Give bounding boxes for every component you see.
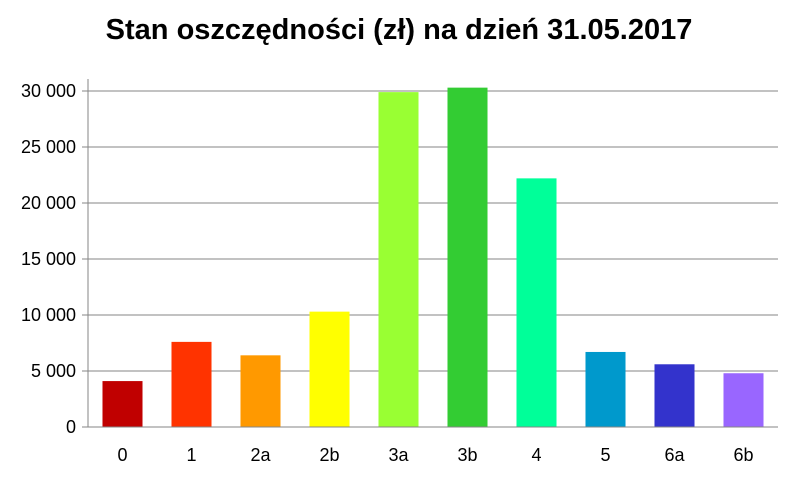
bars (102, 87, 764, 428)
y-tick-label: 0 (66, 417, 76, 437)
bar-6b (723, 373, 764, 427)
bar-2a (240, 355, 281, 427)
x-tick-label: 0 (117, 445, 127, 465)
bar-6a (654, 364, 695, 427)
x-tick-labels: 0 1 2a 2b 3a 3b 4 5 6a 6b (117, 445, 753, 465)
x-tick-label: 6a (664, 445, 685, 465)
y-tick-label: 15 000 (21, 249, 76, 269)
bar-4 (516, 178, 557, 427)
bar-3a (378, 92, 419, 428)
x-tick-label: 6b (733, 445, 753, 465)
bar-1 (171, 341, 212, 427)
y-tick-label: 30 000 (21, 81, 76, 101)
bar-3b (447, 87, 488, 427)
y-tick-label: 10 000 (21, 305, 76, 325)
chart-title: Stan oszczędności (zł) na dzień 31.05.20… (105, 14, 693, 46)
x-tick-label: 3b (457, 445, 477, 465)
bar-5 (585, 351, 626, 427)
y-tick-label: 25 000 (21, 137, 76, 157)
bar-2b (309, 311, 350, 427)
x-tick-label: 4 (531, 445, 541, 465)
x-tick-label: 3a (388, 445, 409, 465)
bar-0 (102, 381, 143, 427)
axes (87, 79, 778, 428)
y-tick-label: 20 000 (21, 193, 76, 213)
y-tick-labels: 0 5 000 10 000 15 000 20 000 25 000 30 000 (21, 81, 76, 437)
x-tick-label: 5 (600, 445, 610, 465)
y-tick-label: 5 000 (31, 361, 76, 381)
x-tick-label: 1 (186, 445, 196, 465)
x-tick-label: 2a (250, 445, 271, 465)
x-tick-label: 2b (319, 445, 339, 465)
